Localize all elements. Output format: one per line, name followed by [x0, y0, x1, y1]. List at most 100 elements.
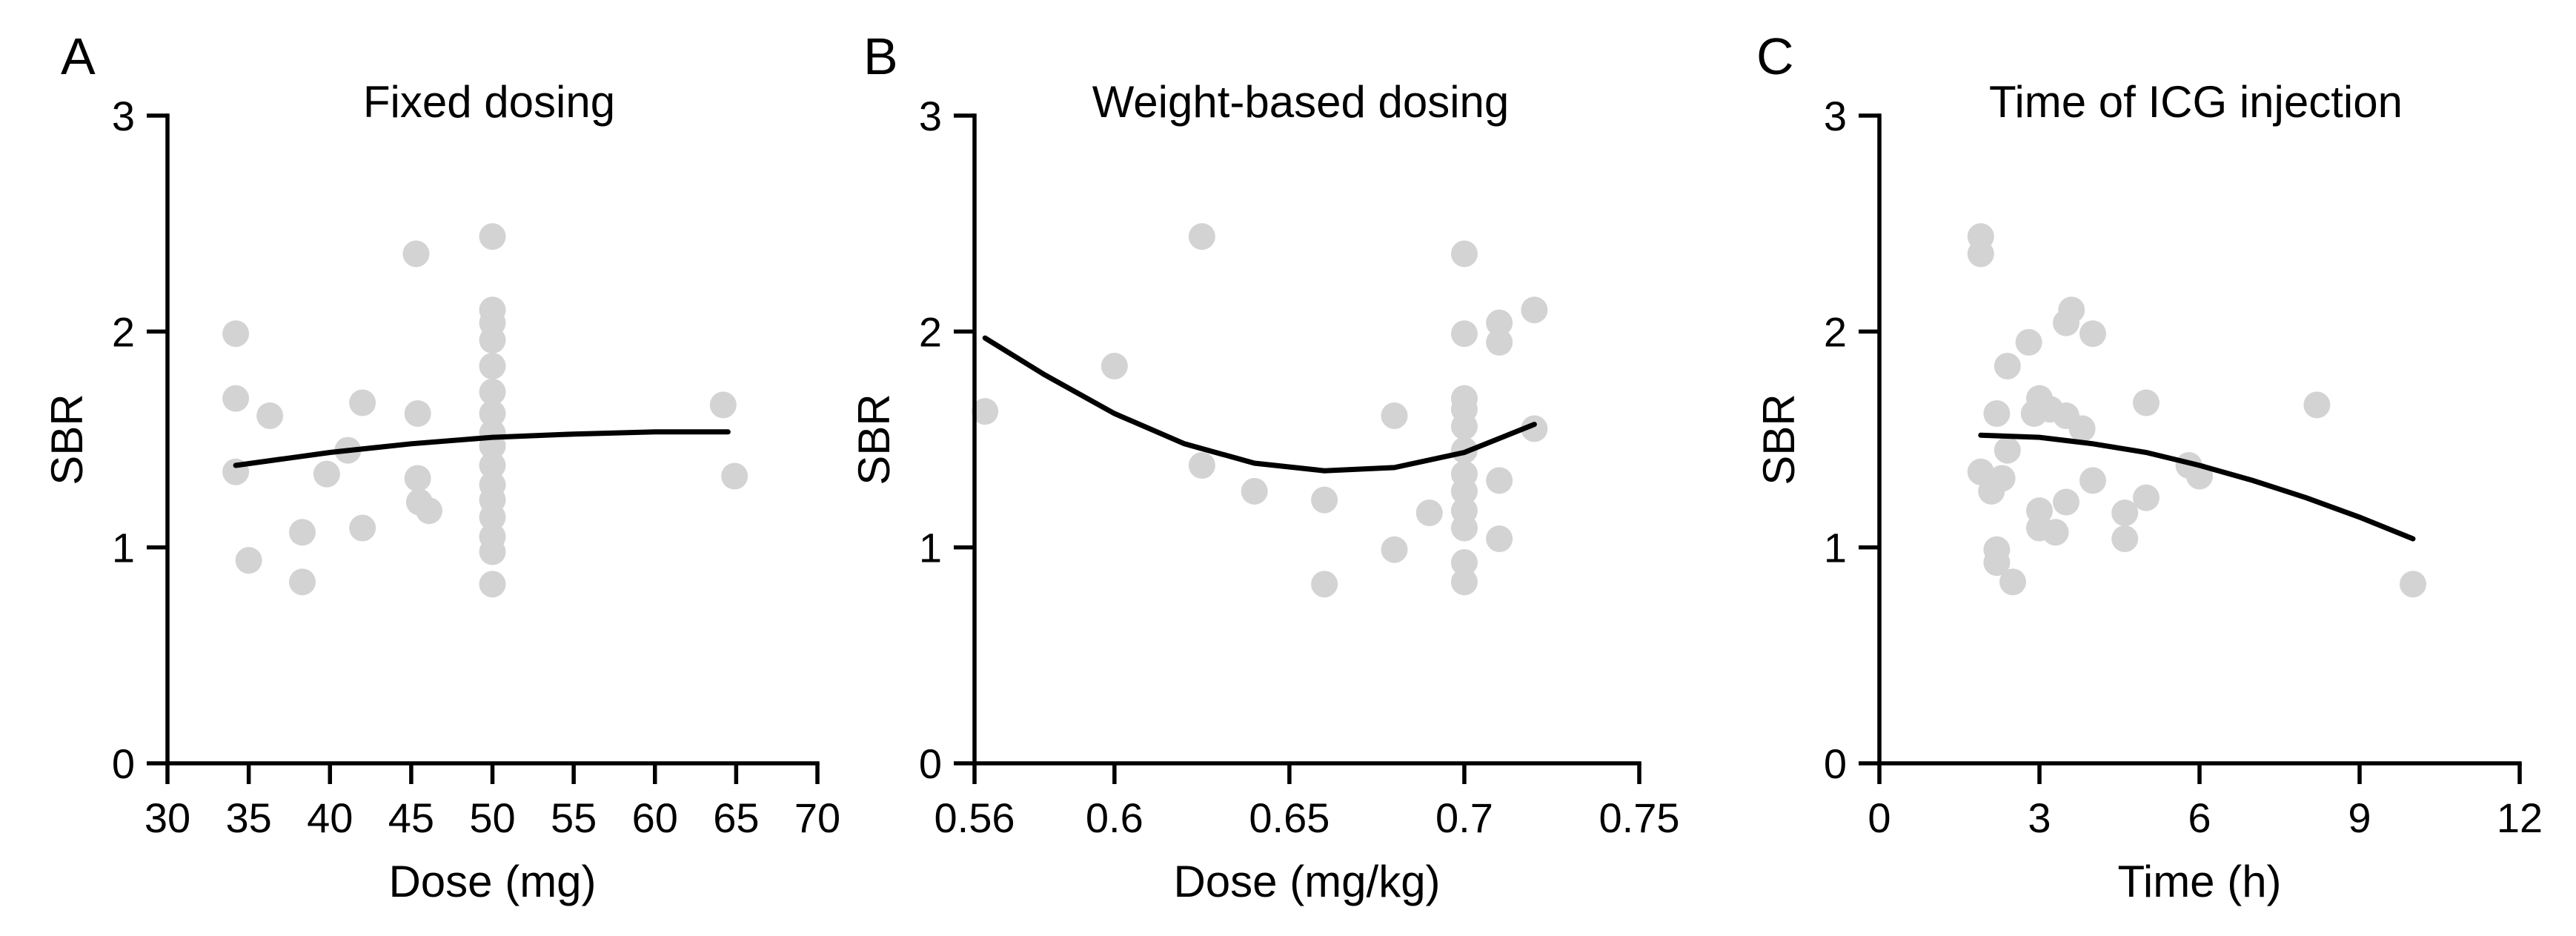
x-tick-label: 0.7 [1435, 794, 1493, 841]
data-point [2079, 320, 2106, 348]
data-point [1521, 415, 1548, 442]
x-tick-label: 55 [551, 794, 597, 841]
data-point [479, 400, 506, 428]
data-point [1967, 458, 1994, 485]
data-point [1450, 514, 1478, 542]
data-point [2053, 488, 2079, 516]
data-point [479, 352, 506, 379]
panel-title: Time of ICG injection [1989, 77, 2403, 127]
y-tick-label: 3 [112, 93, 135, 139]
data-point [1988, 465, 2016, 492]
data-point [349, 389, 376, 416]
x-tick-label: 40 [307, 794, 353, 841]
data-point [2133, 484, 2160, 511]
fit-curve [233, 429, 731, 468]
x-axis-title: Dose (mg) [388, 857, 596, 906]
y-tick-label: 3 [1824, 93, 1847, 139]
data-point [404, 400, 431, 428]
x-tick-label: 45 [388, 794, 434, 841]
x-tick-label: 0.6 [1086, 794, 1143, 841]
data-point [721, 462, 748, 490]
data-point [1450, 477, 1478, 505]
data-point [1486, 525, 1513, 553]
data-point [404, 465, 431, 492]
data-point [479, 503, 506, 531]
y-tick-label: 1 [112, 525, 135, 571]
data-point [2111, 525, 2139, 553]
x-tick-label: 0.75 [1599, 794, 1680, 841]
panel-b: 0 1 2 3 0.56 0.6 0.65 0.7 0.75 Dose (mg/kg) SBR Wei… [849, 27, 1680, 906]
y-tick-label: 2 [112, 308, 135, 355]
panel-letter: C [1756, 27, 1794, 85]
data-point [1994, 352, 2021, 379]
x-tick-label: 9 [2348, 794, 2371, 841]
data-point [1450, 413, 1478, 440]
data-point [2079, 467, 2106, 494]
data-point [1381, 536, 1408, 563]
data-point [1450, 320, 1478, 348]
data-point [1450, 240, 1478, 268]
y-tick-label: 3 [919, 93, 942, 139]
data-point [2015, 328, 2042, 356]
data-point [479, 538, 506, 565]
panel-title: Fixed dosing [363, 77, 615, 127]
data-point [479, 223, 506, 250]
data-point [1994, 437, 2021, 464]
data-point [479, 326, 506, 354]
data-point [1486, 467, 1513, 494]
data-point [1188, 223, 1215, 250]
data-point [1101, 352, 1128, 379]
y-tick-label: 0 [1824, 740, 1847, 787]
data-point [1486, 328, 1513, 356]
data-point [1450, 549, 1478, 577]
panel-title: Weight-based dosing [1092, 77, 1510, 127]
x-tick-label: 0.56 [935, 794, 1015, 841]
data-point [709, 391, 737, 419]
data-point [313, 460, 340, 488]
data-point [235, 547, 262, 574]
data-point [256, 402, 284, 429]
x-tick-label: 60 [632, 794, 678, 841]
data-point [2042, 519, 2069, 546]
y-tick-label: 1 [1824, 525, 1847, 571]
data-point [479, 378, 506, 405]
y-tick-label: 0 [112, 740, 135, 787]
x-tick-label: 70 [794, 794, 840, 841]
y-tick-label: 2 [1824, 308, 1847, 355]
y-axis-title: SBR [1754, 394, 1804, 485]
y-axis-title: SBR [42, 394, 92, 485]
fit-curve [982, 335, 1537, 474]
data-point [479, 571, 506, 598]
data-point [402, 240, 430, 268]
x-tick-label: 0.65 [1249, 794, 1330, 841]
data-point [1188, 451, 1215, 479]
panel-letter: B [863, 27, 898, 85]
x-tick-label: 3 [2028, 794, 2051, 841]
data-point [2068, 415, 2096, 442]
data-point [2058, 296, 2085, 324]
fit-curve [1978, 432, 2416, 542]
data-point [2133, 389, 2160, 416]
y-tick-label: 0 [919, 740, 942, 787]
data-point [349, 514, 376, 542]
data-point [1311, 486, 1338, 514]
data-point [222, 385, 250, 412]
x-tick-label: 30 [145, 794, 190, 841]
data-point [1967, 240, 1994, 268]
data-point [1241, 477, 1268, 505]
data-point [972, 398, 999, 425]
data-point [1999, 568, 2026, 596]
data-point [2400, 571, 2426, 598]
data-point [288, 568, 316, 596]
y-tick-label: 2 [919, 308, 942, 355]
panel-letter: A [61, 27, 96, 85]
y-axis-title: SBR [849, 394, 899, 485]
x-tick-label: 35 [225, 794, 271, 841]
data-point [1311, 571, 1338, 598]
data-point [1486, 309, 1513, 336]
x-tick-label: 65 [713, 794, 759, 841]
data-point [288, 519, 316, 546]
data-point [415, 497, 442, 525]
